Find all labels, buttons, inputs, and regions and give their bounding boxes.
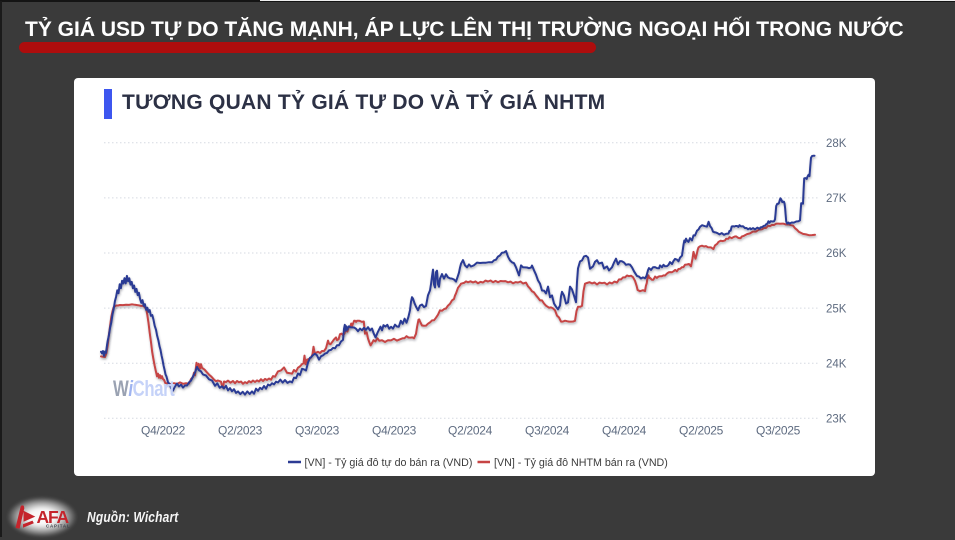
svg-text:Q2/2025: Q2/2025	[679, 424, 724, 438]
svg-text:[VN] - Tỷ giá đô NHTM bán ra (: [VN] - Tỷ giá đô NHTM bán ra (VND)	[494, 457, 668, 469]
svg-text:Q4/2024: Q4/2024	[602, 424, 647, 438]
svg-text:27K: 27K	[826, 193, 847, 205]
svg-text:26K: 26K	[826, 248, 847, 260]
svg-text:Q2/2024: Q2/2024	[448, 424, 493, 438]
svg-text:Q2/2023: Q2/2023	[218, 424, 263, 438]
svg-text:Q3/2023: Q3/2023	[295, 424, 340, 438]
svg-text:Q3/2025: Q3/2025	[756, 424, 801, 438]
svg-text:CAPITAL: CAPITAL	[46, 524, 70, 529]
svg-text:24K: 24K	[826, 358, 847, 370]
svg-text:Q4/2023: Q4/2023	[372, 424, 417, 438]
svg-text:AFA: AFA	[37, 507, 70, 527]
svg-text:Q4/2022: Q4/2022	[141, 424, 186, 438]
svg-text:25K: 25K	[826, 303, 847, 315]
svg-text:23K: 23K	[826, 414, 847, 426]
svg-text:[VN] - Tỷ giá đô tự do bán ra: [VN] - Tỷ giá đô tự do bán ra (VND)	[305, 457, 473, 469]
svg-text:Q3/2024: Q3/2024	[525, 424, 570, 438]
svg-text:28K: 28K	[826, 138, 847, 150]
